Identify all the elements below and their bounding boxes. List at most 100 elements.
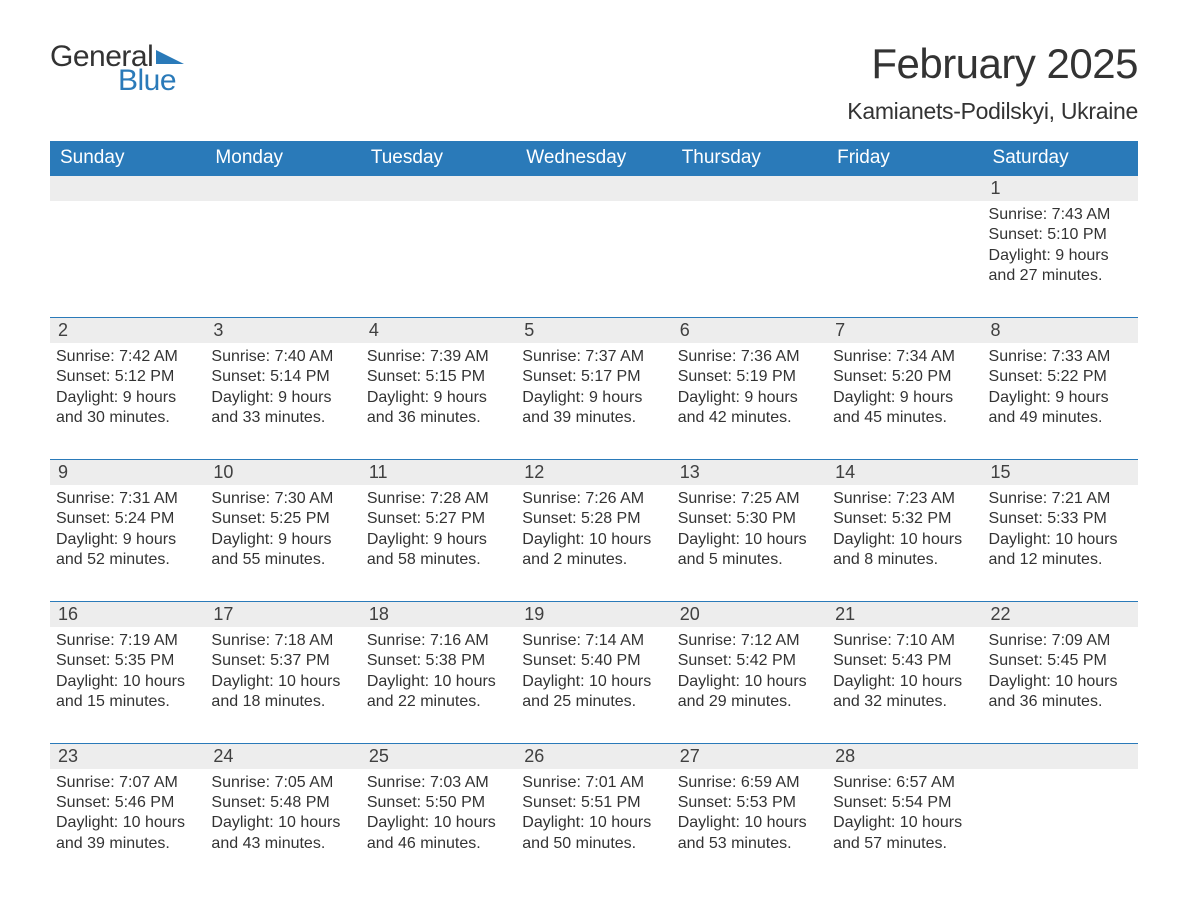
sunset: Sunset: 5:25 PM xyxy=(211,510,329,527)
sunset: Sunset: 5:30 PM xyxy=(678,510,796,527)
calendar-header-row: Sunday Monday Tuesday Wednesday Thursday… xyxy=(50,141,1138,176)
day-number-cell: 6 xyxy=(672,317,827,343)
day-number-cell: 21 xyxy=(827,601,982,627)
day-info-cell: Sunrise: 7:19 AMSunset: 5:35 PMDaylight:… xyxy=(50,627,205,743)
logo-text-blue: Blue xyxy=(118,64,184,98)
sunrise: Sunrise: 7:14 AM xyxy=(522,632,644,649)
day-number-cell: 15 xyxy=(983,459,1138,485)
day-info-cell: Sunrise: 7:14 AMSunset: 5:40 PMDaylight:… xyxy=(516,627,671,743)
sunset: Sunset: 5:10 PM xyxy=(989,226,1107,243)
day-info-cell: Sunrise: 7:12 AMSunset: 5:42 PMDaylight:… xyxy=(672,627,827,743)
sunset: Sunset: 5:33 PM xyxy=(989,510,1107,527)
day-info-cell xyxy=(50,201,205,317)
day-number-cell: 16 xyxy=(50,601,205,627)
daylight: Daylight: 10 hours and 46 minutes. xyxy=(367,814,496,851)
day-info-cell: Sunrise: 7:31 AMSunset: 5:24 PMDaylight:… xyxy=(50,485,205,601)
daylight: Daylight: 9 hours and 52 minutes. xyxy=(56,531,176,568)
sunrise: Sunrise: 7:05 AM xyxy=(211,774,333,791)
calendar: Sunday Monday Tuesday Wednesday Thursday… xyxy=(50,141,1138,864)
day-info-cell: Sunrise: 7:01 AMSunset: 5:51 PMDaylight:… xyxy=(516,769,671,865)
sunrise: Sunrise: 7:37 AM xyxy=(522,348,644,365)
daylight: Daylight: 10 hours and 5 minutes. xyxy=(678,531,807,568)
sunset: Sunset: 5:45 PM xyxy=(989,652,1107,669)
day-info-cell: Sunrise: 7:30 AM Sunset: 5:25 PM Daylight:… xyxy=(205,485,360,601)
day-number-cell: 25 xyxy=(361,743,516,769)
day-number-cell: 8 xyxy=(983,317,1138,343)
day-number-cell: 12 xyxy=(516,459,671,485)
day-info-cell: Sunrise: 7:07 AMSunset: 5:46 PMDaylight:… xyxy=(50,769,205,865)
day-info-cell: Sunrise: 7:43 AMSunset: 5:10 PMDaylight:… xyxy=(983,201,1138,317)
daylight: Daylight: 9 hours and 49 minutes. xyxy=(989,389,1109,426)
sunrise: Sunrise: 7:40 AM xyxy=(211,348,333,365)
sunrise: Sunrise: 7:33 AM xyxy=(989,348,1111,365)
day-number-cell: 26 xyxy=(516,743,671,769)
col-friday: Friday xyxy=(827,141,982,176)
sunset: Sunset: 5:17 PM xyxy=(522,368,640,385)
sunset: Sunset: 5:12 PM xyxy=(56,368,174,385)
day-info-cell xyxy=(827,201,982,317)
daylight: Daylight: 10 hours and 2 minutes. xyxy=(522,531,651,568)
sunrise: Sunrise: 7:36 AM xyxy=(678,348,800,365)
daylight: Daylight: 9 hours and 45 minutes. xyxy=(833,389,953,426)
location: Kamianets-Podilskyi, Ukraine xyxy=(847,98,1138,125)
daylight: Daylight: 10 hours and 18 minutes. xyxy=(211,673,340,710)
header: General Blue February 2025 Kamianets-Pod… xyxy=(50,40,1138,125)
day-info-cell: Sunrise: 7:10 AMSunset: 5:43 PMDaylight:… xyxy=(827,627,982,743)
day-number-cell: 18 xyxy=(361,601,516,627)
day-number-cell: 14 xyxy=(827,459,982,485)
day-number-cell: 19 xyxy=(516,601,671,627)
sunrise: Sunrise: 7:30 AM xyxy=(211,490,333,507)
sunrise: Sunrise: 7:34 AM xyxy=(833,348,955,365)
col-saturday: Saturday xyxy=(983,141,1138,176)
daylight: Daylight: 9 hours and 58 minutes. xyxy=(367,531,487,568)
day-number-cell: 24 xyxy=(205,743,360,769)
daylight: Daylight: 9 hours and 33 minutes. xyxy=(211,389,331,426)
day-info-cell xyxy=(983,769,1138,865)
sunset: Sunset: 5:32 PM xyxy=(833,510,951,527)
day-number-cell xyxy=(983,743,1138,769)
day-number-cell: 13 xyxy=(672,459,827,485)
day-info-cell: Sunrise: 7:36 AMSunset: 5:19 PMDaylight:… xyxy=(672,343,827,459)
page-title: February 2025 xyxy=(847,40,1138,88)
day-number-cell xyxy=(50,176,205,201)
daylight: Daylight: 10 hours and 39 minutes. xyxy=(56,814,185,851)
sunset: Sunset: 5:50 PM xyxy=(367,794,485,811)
sunset: Sunset: 5:43 PM xyxy=(833,652,951,669)
day-info-cell: Sunrise: 7:37 AMSunset: 5:17 PMDaylight:… xyxy=(516,343,671,459)
col-monday: Monday xyxy=(205,141,360,176)
info-row: Sunrise: 7:19 AMSunset: 5:35 PMDaylight:… xyxy=(50,627,1138,743)
day-info-cell: Sunrise: 7:39 AMSunset: 5:15 PMDaylight:… xyxy=(361,343,516,459)
day-info-cell: Sunrise: 6:57 AMSunset: 5:54 PMDaylight:… xyxy=(827,769,982,865)
day-number-cell: 17 xyxy=(205,601,360,627)
sunset: Sunset: 5:19 PM xyxy=(678,368,796,385)
col-sunday: Sunday xyxy=(50,141,205,176)
col-thursday: Thursday xyxy=(672,141,827,176)
info-row: Sunrise: 7:42 AMSunset: 5:12 PMDaylight:… xyxy=(50,343,1138,459)
daylight: Daylight: 10 hours and 8 minutes. xyxy=(833,531,962,568)
day-info-cell xyxy=(361,201,516,317)
day-info-cell: Sunrise: 7:05 AMSunset: 5:48 PMDaylight:… xyxy=(205,769,360,865)
daylight: Daylight: 10 hours and 43 minutes. xyxy=(211,814,340,851)
daylight: Daylight: 10 hours and 53 minutes. xyxy=(678,814,807,851)
sunset: Sunset: 5:40 PM xyxy=(522,652,640,669)
day-info-cell: Sunrise: 7:40 AM Sunset: 5:14 PM Daylight:… xyxy=(205,343,360,459)
sunrise: Sunrise: 7:31 AM xyxy=(56,490,178,507)
sunset: Sunset: 5:14 PM xyxy=(211,368,329,385)
day-number-cell: 2 xyxy=(50,317,205,343)
day-info-cell: Sunrise: 7:09 AMSunset: 5:45 PMDaylight:… xyxy=(983,627,1138,743)
sunrise: Sunrise: 6:57 AM xyxy=(833,774,955,791)
daylight: Daylight: 9 hours and 55 minutes. xyxy=(211,531,331,568)
sunset: Sunset: 5:38 PM xyxy=(367,652,485,669)
day-number-cell xyxy=(672,176,827,201)
sunrise: Sunrise: 7:03 AM xyxy=(367,774,489,791)
title-block: February 2025 Kamianets-Podilskyi, Ukrai… xyxy=(847,40,1138,125)
day-number-cell: 4 xyxy=(361,317,516,343)
sunrise: Sunrise: 7:07 AM xyxy=(56,774,178,791)
sunset: Sunset: 5:54 PM xyxy=(833,794,951,811)
sunset: Sunset: 5:20 PM xyxy=(833,368,951,385)
sunset: Sunset: 5:22 PM xyxy=(989,368,1107,385)
day-number-cell: 9 xyxy=(50,459,205,485)
sunrise: Sunrise: 6:59 AM xyxy=(678,774,800,791)
sunset: Sunset: 5:27 PM xyxy=(367,510,485,527)
sunrise: Sunrise: 7:21 AM xyxy=(989,490,1111,507)
